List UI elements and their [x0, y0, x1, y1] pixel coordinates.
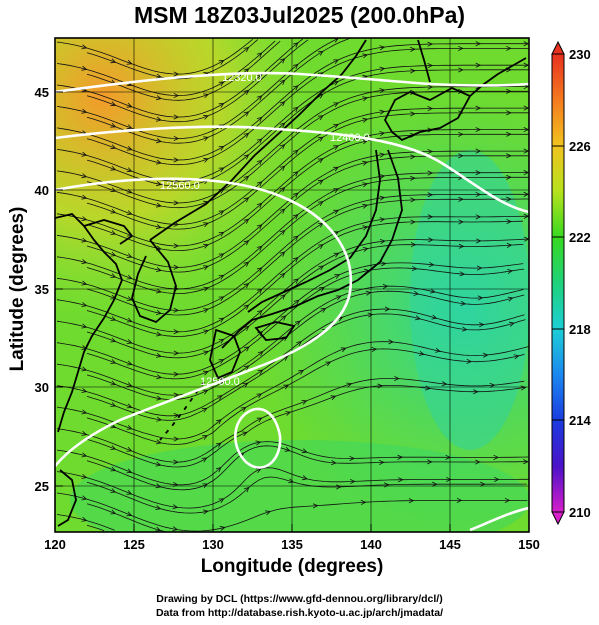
svg-text:12320.0: 12320.0 [222, 72, 262, 84]
axis-ticks [54, 91, 530, 532]
streamline [56, 150, 529, 268]
svg-text:12560.0: 12560.0 [160, 180, 200, 192]
colorbar-label: 222 [569, 230, 591, 245]
colorbar-label: 230 [569, 47, 591, 62]
x-tick-label: 125 [123, 537, 145, 552]
y-tick-label: 40 [35, 183, 49, 198]
streamline [86, 133, 529, 252]
streamline [56, 193, 529, 311]
streamline [86, 244, 524, 359]
streamline [86, 112, 529, 230]
x-axis-label: Longitude (degrees) [200, 556, 384, 577]
credit-data-source: Data from http://database.rish.kyoto-u.a… [155, 607, 444, 619]
colorbar-label: 218 [569, 322, 591, 337]
y-axis-label: Latitude (degrees) [7, 206, 28, 372]
x-tick-label: 150 [518, 537, 540, 552]
streamline [56, 308, 525, 417]
streamline [86, 476, 527, 514]
streamline [86, 445, 528, 491]
x-tick-labels: 120 125 130 135 140 145 150 [44, 537, 540, 552]
streamline [86, 198, 529, 316]
streamline [56, 43, 529, 161]
x-tick-label: 140 [360, 537, 382, 552]
streamline [86, 290, 525, 401]
x-tick-label: 135 [281, 537, 303, 552]
credit-dcl: Drawing by DCL (https://www.gfd-dennou.o… [156, 593, 443, 605]
streamline [86, 39, 309, 123]
streamline [56, 129, 529, 247]
height-contours [55, 71, 529, 532]
svg-text:12560.0: 12560.0 [200, 376, 240, 388]
graticule [55, 38, 529, 532]
streamline [86, 385, 526, 468]
y-tick-label: 45 [35, 85, 49, 100]
colorbar: 230 226 222 218 214 210 [551, 40, 591, 526]
streamline [56, 441, 529, 486]
y-tick-label: 35 [35, 282, 49, 297]
streamline [86, 40, 281, 101]
streamline [86, 524, 105, 532]
x-tick-label: 145 [439, 537, 461, 552]
streamline [56, 285, 524, 396]
x-tick-label: 120 [44, 537, 66, 552]
streamline [56, 467, 529, 509]
streamline [56, 172, 529, 290]
map-title: MSM 18Z03Jul2025 (200.0hPa) [133, 2, 466, 28]
streamline [86, 503, 167, 532]
colorbar-label: 214 [569, 413, 591, 428]
streamline [56, 341, 529, 440]
streamline [56, 38, 303, 118]
streamline [56, 514, 115, 531]
colorbar-label: 226 [569, 139, 591, 154]
streamline [56, 64, 529, 182]
streamline [56, 38, 339, 140]
x-tick-label: 130 [202, 537, 224, 552]
streamline [56, 262, 524, 375]
svg-text:12400.0: 12400.0 [330, 132, 370, 144]
streamline [56, 238, 529, 354]
streamline [56, 86, 529, 204]
y-tick-label: 25 [35, 479, 49, 494]
streamline [86, 48, 529, 166]
streamline [56, 492, 528, 532]
streamline [56, 107, 529, 225]
streamline [56, 38, 253, 75]
streamline [86, 90, 529, 209]
y-tick-labels: 25 30 35 40 45 [35, 85, 49, 494]
streamline [86, 176, 529, 295]
streamline [86, 220, 524, 337]
streamline [56, 378, 525, 463]
y-tick-label: 30 [35, 380, 49, 395]
colorbar-label: 210 [569, 505, 591, 520]
contour-labels: 12320.0 12400.0 12560.0 12560.0 [160, 72, 370, 388]
wind-streamlines [56, 38, 529, 532]
streamline [86, 155, 529, 273]
streamline [56, 40, 276, 97]
streamline [56, 215, 529, 333]
streamline [86, 69, 529, 187]
streamline [86, 348, 525, 445]
